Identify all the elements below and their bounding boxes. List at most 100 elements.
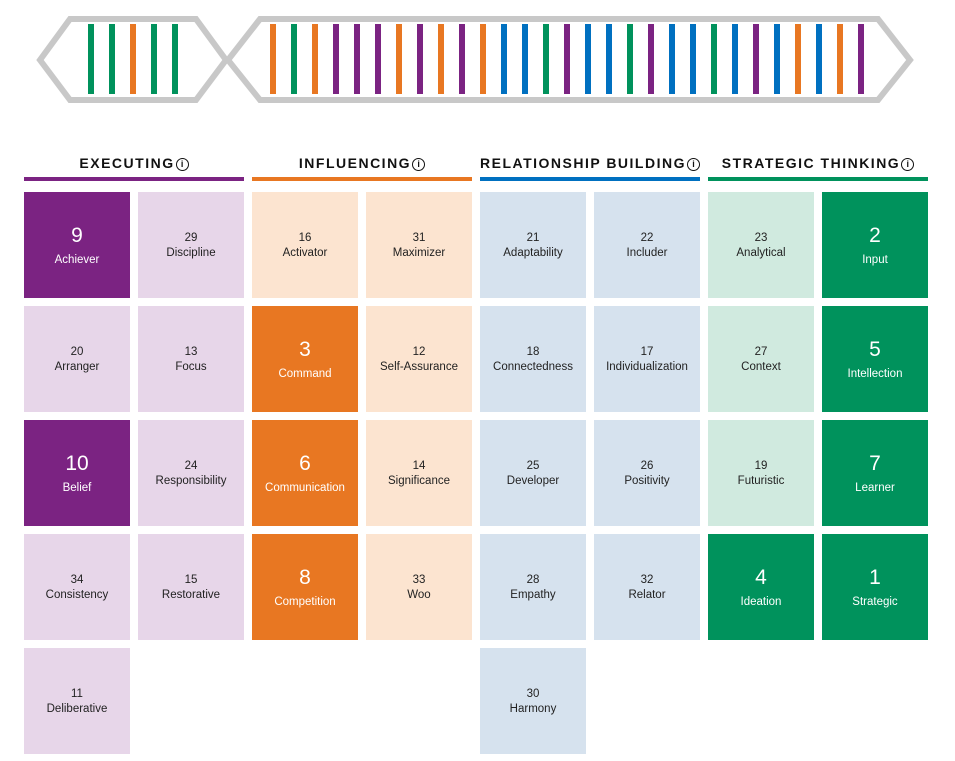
strength-tile[interactable]: 3 Command (252, 306, 358, 412)
strength-name: Significance (387, 474, 450, 487)
strength-tile[interactable]: 23 Analytical (708, 192, 814, 298)
strength-rank: 3 (299, 338, 311, 361)
strength-rank: 4 (755, 566, 767, 589)
strength-name: Developer (506, 474, 560, 487)
strength-tile[interactable]: 25 Developer (480, 420, 586, 526)
strength-tile[interactable]: 4 Ideation (708, 534, 814, 640)
strength-tile[interactable]: 34 Consistency (24, 534, 130, 640)
strength-name: Futuristic (737, 474, 785, 487)
strength-rank: 25 (526, 459, 540, 472)
strength-tile[interactable]: 11 Deliberative (24, 648, 130, 754)
strength-tile[interactable]: 22 Includer (594, 192, 700, 298)
strength-stripe (130, 24, 136, 94)
strength-name: Empathy (510, 588, 556, 601)
strength-stripe (669, 24, 675, 94)
strength-tile[interactable]: 20 Arranger (24, 306, 130, 412)
strength-tile[interactable]: 8 Competition (252, 534, 358, 640)
strength-tile[interactable]: 15 Restorative (138, 534, 244, 640)
strength-stripe (312, 24, 318, 94)
strength-rank: 7 (869, 452, 881, 475)
strength-rank: 5 (869, 338, 881, 361)
strength-stripe (172, 24, 178, 94)
strength-name: Achiever (54, 254, 100, 266)
strength-tile[interactable]: 33 Woo (366, 534, 472, 640)
strength-tile[interactable]: 28 Empathy (480, 534, 586, 640)
strength-stripe (858, 24, 864, 94)
strength-rank: 26 (640, 459, 654, 472)
info-icon[interactable]: i (412, 158, 426, 171)
strength-name: Ideation (740, 596, 782, 608)
info-icon[interactable]: i (175, 158, 189, 171)
strength-name: Context (741, 360, 781, 373)
strength-stripe (501, 24, 507, 94)
info-icon[interactable]: i (901, 158, 915, 171)
strength-stripe (606, 24, 612, 94)
strength-stripe (480, 24, 486, 94)
strength-name: Communication (265, 482, 345, 494)
strength-tile[interactable]: 24 Responsibility (138, 420, 244, 526)
strength-rank: 27 (754, 345, 768, 358)
strength-rank: 21 (526, 231, 540, 244)
strength-rank: 24 (184, 459, 198, 472)
strength-stripe (375, 24, 381, 94)
strength-tile[interactable]: 12 Self-Assurance (366, 306, 472, 412)
strength-name: Analytical (736, 246, 786, 259)
strength-tile[interactable]: 7 Learner (822, 420, 928, 526)
top5-frame (36, 16, 230, 103)
strength-name: Learner (855, 482, 895, 494)
strength-tile[interactable]: 14 Significance (366, 420, 472, 526)
strength-rank: 16 (298, 231, 312, 244)
domain-bar (708, 177, 928, 181)
strength-tile[interactable]: 27 Context (708, 306, 814, 412)
strength-name: Belief (62, 482, 92, 494)
strength-tile[interactable]: 17 Individualization (594, 306, 700, 412)
strength-rank: 6 (299, 452, 311, 475)
strength-name: Relator (628, 588, 666, 601)
strength-stripe (151, 24, 157, 94)
strength-tile[interactable]: 5 Intellection (822, 306, 928, 412)
rest-frame (224, 16, 914, 103)
domain-bar (252, 177, 472, 181)
strength-tile[interactable]: 29 Discipline (138, 192, 244, 298)
info-icon[interactable]: i (687, 158, 700, 171)
strength-rank: 31 (412, 231, 426, 244)
strength-name: Consistency (45, 588, 109, 601)
strength-tile[interactable]: 2 Input (822, 192, 928, 298)
strength-name: Individualization (606, 360, 688, 373)
strength-tile[interactable]: 30 Harmony (480, 648, 586, 754)
strength-tile[interactable]: 19 Futuristic (708, 420, 814, 526)
strength-tile[interactable]: 10 Belief (24, 420, 130, 526)
strength-stripe (648, 24, 654, 94)
strength-rank: 22 (640, 231, 654, 244)
domain-title: RELATIONSHIP BUILDING i (480, 155, 700, 171)
domain-title: EXECUTING i (24, 155, 244, 171)
strength-stripe (333, 24, 339, 94)
strength-graphic (36, 16, 914, 103)
strength-tile[interactable]: 6 Communication (252, 420, 358, 526)
strength-tile[interactable]: 16 Activator (252, 192, 358, 298)
strength-tile[interactable]: 26 Positivity (594, 420, 700, 526)
strength-stripe (438, 24, 444, 94)
strength-stripe (543, 24, 549, 94)
strength-tile[interactable]: 1 Strategic (822, 534, 928, 640)
strength-tile[interactable]: 32 Relator (594, 534, 700, 640)
strength-rank: 33 (412, 573, 426, 586)
domain-bar (24, 177, 244, 181)
strength-tile[interactable]: 21 Adaptability (480, 192, 586, 298)
strength-tile[interactable]: 9 Achiever (24, 192, 130, 298)
strength-name: Command (278, 368, 332, 380)
strength-stripe (774, 24, 780, 94)
strength-name: Self-Assurance (380, 360, 458, 373)
strength-rank: 32 (640, 573, 654, 586)
strength-tile[interactable]: 31 Maximizer (366, 192, 472, 298)
strength-stripe (109, 24, 115, 94)
strength-tile[interactable]: 18 Connectedness (480, 306, 586, 412)
strength-stripe (522, 24, 528, 94)
domain-bar (480, 177, 700, 181)
strength-stripe (270, 24, 276, 94)
strength-stripe (291, 24, 297, 94)
strength-rank: 8 (299, 566, 311, 589)
strength-tile[interactable]: 13 Focus (138, 306, 244, 412)
strength-stripe (795, 24, 801, 94)
